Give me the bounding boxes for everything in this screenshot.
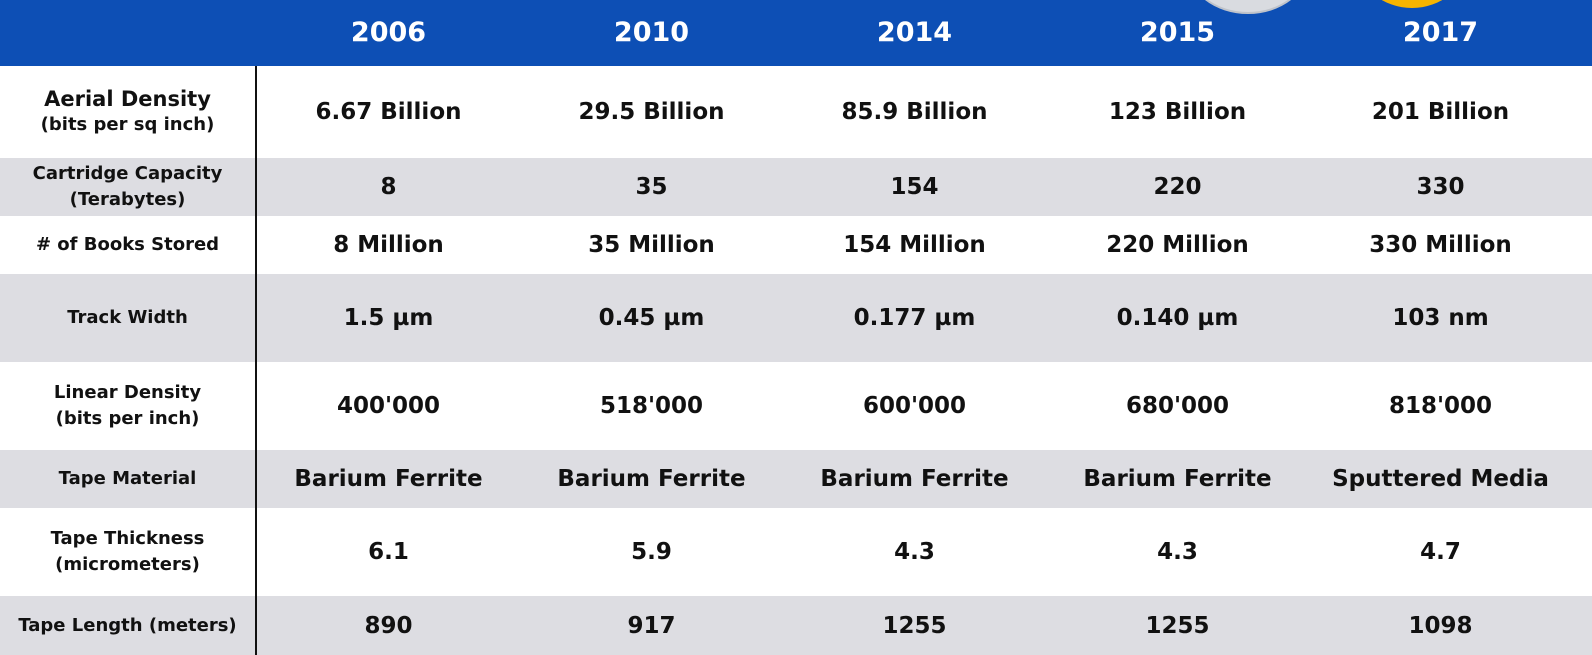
table-cell: Barium Ferrite xyxy=(820,466,1009,492)
table-cell: 35 Million xyxy=(588,232,715,258)
table-cell: 6.1 xyxy=(368,539,409,565)
table-cell: 917 xyxy=(627,612,676,639)
row-label-main: Tape Thickness xyxy=(50,528,205,549)
year-header-2014: 2014 xyxy=(876,17,953,48)
table-cell: Sputtered Media xyxy=(1332,466,1549,492)
year-header-2010: 2010 xyxy=(613,17,690,48)
table-cell: 0.177 µm xyxy=(853,305,976,331)
table-cell: 154 Million xyxy=(843,232,986,258)
table-cell: 680'000 xyxy=(1125,393,1230,419)
table-cell: 330 Million xyxy=(1369,232,1512,258)
row-label-main: Tape Length (meters) xyxy=(18,614,237,636)
row-label-main: Aerial Density xyxy=(44,87,211,111)
gold-disc-decoration xyxy=(1358,0,1466,8)
row-label-main: Tape Material xyxy=(58,468,197,489)
year-header-2017: 2017 xyxy=(1402,17,1479,48)
table-cell: Barium Ferrite xyxy=(1083,466,1272,492)
row-label: # of Books Stored xyxy=(0,216,255,274)
table-cell: 85.9 Billion xyxy=(841,99,988,125)
table-cell: 201 Billion xyxy=(1371,99,1510,125)
table-cell: 4.3 xyxy=(894,539,935,565)
row-label: Linear Density (bits per inch) xyxy=(0,362,255,450)
table-cell: 154 xyxy=(890,174,939,200)
table-cell: 600'000 xyxy=(862,393,967,419)
label-column-divider xyxy=(255,66,257,655)
row-label-sub: (bits per inch) xyxy=(55,408,200,429)
table-row-aerial-density: Aerial Density (bits per sq inch) 6.67 B… xyxy=(0,66,1592,158)
table-cell: 518'000 xyxy=(599,393,704,419)
table-cell: 220 xyxy=(1153,174,1202,200)
row-label-sub: (bits per sq inch) xyxy=(40,114,215,135)
table-cell: 5.9 xyxy=(631,539,672,565)
row-label: Track Width xyxy=(0,274,255,362)
table-cell: 1098 xyxy=(1408,612,1473,639)
table-row-tape-material: Tape Material Barium Ferrite Barium Ferr… xyxy=(0,450,1592,508)
table-row-linear-density: Linear Density (bits per inch) 400'000 5… xyxy=(0,362,1592,450)
table-cell: 4.7 xyxy=(1420,539,1461,565)
row-label-main: Cartridge Capacity xyxy=(32,163,223,184)
table-cell: Barium Ferrite xyxy=(294,466,483,492)
row-label: Tape Length (meters) xyxy=(0,596,255,655)
table-row-books-stored: # of Books Stored 8 Million 35 Million 1… xyxy=(0,216,1592,274)
row-label-sub: (Terabytes) xyxy=(69,189,186,210)
table-cell: 6.67 Billion xyxy=(315,99,462,125)
table-cell: 890 xyxy=(364,612,413,639)
table-row-tape-length: Tape Length (meters) 890 917 1255 1255 1… xyxy=(0,596,1592,655)
table-cell: 29.5 Billion xyxy=(578,99,725,125)
table-row-tape-thickness: Tape Thickness (micrometers) 6.1 5.9 4.3… xyxy=(0,508,1592,596)
year-header-2015: 2015 xyxy=(1139,17,1216,48)
table-cell: 818'000 xyxy=(1388,393,1493,419)
table-cell: 400'000 xyxy=(336,393,441,419)
table-cell: 103 nm xyxy=(1392,305,1489,331)
row-label-main: Linear Density xyxy=(53,382,202,403)
table-cell: 123 Billion xyxy=(1108,99,1247,125)
row-label: Aerial Density (bits per sq inch) xyxy=(0,66,255,158)
row-label-main: # of Books Stored xyxy=(35,234,220,255)
table-row-cartridge-capacity: Cartridge Capacity (Terabytes) 8 35 154 … xyxy=(0,158,1592,216)
row-label-sub: (micrometers) xyxy=(55,554,200,575)
table-cell: 8 Million xyxy=(333,232,444,258)
table-cell: 0.45 µm xyxy=(598,305,705,331)
table-cell: 8 xyxy=(380,174,397,200)
row-label: Tape Material xyxy=(0,450,255,508)
table-cell: 330 xyxy=(1416,174,1465,200)
table-header: 2006 2010 2014 2015 2017 xyxy=(0,0,1592,66)
row-label-main: Track Width xyxy=(67,307,188,328)
table-cell: 1.5 µm xyxy=(343,305,434,331)
table-cell: 0.140 µm xyxy=(1116,305,1239,331)
row-label: Tape Thickness (micrometers) xyxy=(0,508,255,596)
table-cell: 220 Million xyxy=(1106,232,1249,258)
table-row-track-width: Track Width 1.5 µm 0.45 µm 0.177 µm 0.14… xyxy=(0,274,1592,362)
table-cell: 1255 xyxy=(1145,612,1210,639)
year-header-2006: 2006 xyxy=(350,17,427,48)
row-label: Cartridge Capacity (Terabytes) xyxy=(0,158,255,216)
table-cell: 4.3 xyxy=(1157,539,1198,565)
table-cell: 35 xyxy=(635,174,668,200)
table-cell: Barium Ferrite xyxy=(557,466,746,492)
table-cell: 1255 xyxy=(882,612,947,639)
